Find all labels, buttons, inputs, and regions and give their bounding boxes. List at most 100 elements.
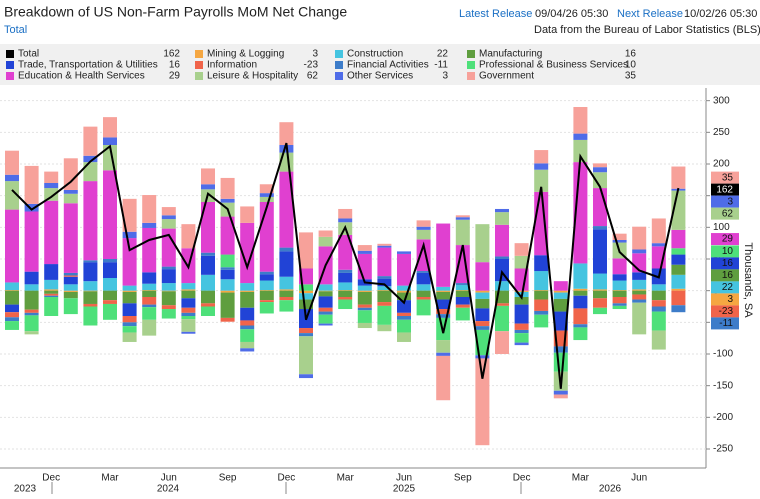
y-tick-label: -150 <box>713 380 733 391</box>
bar-segment <box>397 253 411 286</box>
bar-segment <box>24 315 39 332</box>
bar-segment <box>455 297 470 305</box>
year-label: 2026 <box>599 484 622 494</box>
bar-segment <box>436 314 451 318</box>
bar-segment <box>593 298 607 308</box>
bar-segment <box>338 208 353 219</box>
bar-segment <box>103 137 117 145</box>
bar-segment <box>240 283 255 291</box>
legend-label: Professional & Business Services <box>479 60 628 71</box>
bar-segment <box>475 308 490 322</box>
bar-segment <box>201 202 215 253</box>
bar-segment <box>357 290 372 292</box>
bar-segment <box>632 299 647 303</box>
bar-segment <box>377 286 392 291</box>
bar-segment <box>201 184 215 190</box>
end-label: 29 <box>722 234 734 245</box>
bar-segment <box>338 234 353 270</box>
bar-segment <box>377 247 392 277</box>
end-label: 162 <box>716 184 733 195</box>
legend-value: 22 <box>437 49 449 60</box>
year-label: 2023 <box>14 484 37 494</box>
x-tick-label: Dec <box>513 473 531 484</box>
bar-segment <box>397 290 411 293</box>
bar-segment <box>612 297 627 304</box>
bar-segment <box>338 297 353 300</box>
bar-segment <box>142 319 157 336</box>
bar-segment <box>553 290 568 293</box>
bar-segment <box>201 290 215 304</box>
bar-segment <box>514 333 529 343</box>
bar-segment <box>573 295 588 309</box>
bar-segment <box>632 302 647 335</box>
bar-segment <box>44 293 59 296</box>
bar-segment <box>299 333 313 337</box>
bar-segment <box>455 219 470 246</box>
bar-segment <box>220 177 235 199</box>
bar-segment <box>573 327 588 341</box>
bar-segment <box>44 200 59 265</box>
bar-segment <box>534 299 549 311</box>
bar-segment <box>593 289 607 291</box>
end-label-box <box>711 317 739 330</box>
bar-segment <box>24 331 39 335</box>
bar-segment <box>436 290 451 292</box>
end-label: 16 <box>722 270 734 281</box>
bar-segment <box>103 259 117 263</box>
bar-segment <box>651 306 666 312</box>
bar-segment <box>83 262 98 282</box>
bar-segment <box>201 168 215 185</box>
end-label-box <box>711 233 739 246</box>
bar-segment <box>377 324 392 332</box>
bar-segment <box>181 319 196 332</box>
bar-segment <box>514 290 529 292</box>
bar-segment <box>5 317 19 322</box>
bar-segment <box>259 274 274 281</box>
bar-segment <box>357 304 372 308</box>
bar-segment <box>161 266 176 270</box>
bar-segment <box>612 305 627 310</box>
bar-segment <box>632 289 647 291</box>
next-release-value: 10/02/26 05:30 <box>684 8 757 20</box>
bar-segment <box>122 322 137 327</box>
bar-segment <box>495 303 509 306</box>
bar-segment <box>593 163 607 168</box>
bar-segment <box>318 230 333 237</box>
bar-segment <box>514 297 529 305</box>
legend-value: 35 <box>625 71 637 82</box>
bar-segment <box>63 291 78 299</box>
x-tick-label: Sep <box>219 473 237 484</box>
bar-segment <box>240 320 255 326</box>
bar-segment <box>299 290 313 294</box>
bar-segment <box>318 296 333 308</box>
x-tick-label: Jun <box>396 473 412 484</box>
bar-segment <box>475 358 490 446</box>
legend-swatch <box>467 72 475 80</box>
bar-segment <box>220 216 235 255</box>
bar-segment <box>377 290 392 303</box>
end-label: 16 <box>722 258 734 269</box>
bar-segment <box>240 290 255 292</box>
bar-segment <box>259 280 274 291</box>
bar-segment <box>122 316 137 323</box>
bar-segment <box>573 133 588 140</box>
bar-segment <box>279 276 294 290</box>
bar-segment <box>201 306 215 316</box>
bar-segment <box>318 284 333 291</box>
bar-segment <box>259 202 274 272</box>
bar-segment <box>240 325 255 330</box>
end-label-box <box>711 195 739 208</box>
bar-segment <box>5 312 19 318</box>
bar-segment <box>122 231 137 239</box>
bar-segment <box>397 251 411 254</box>
bar-segment <box>632 272 647 280</box>
bar-segment <box>220 317 235 322</box>
bar-segment <box>553 292 568 299</box>
bar-segment <box>671 229 686 249</box>
y-tick-label: -200 <box>713 412 733 423</box>
bar-segment <box>455 217 470 220</box>
bar-segment <box>612 303 627 306</box>
bar-segment <box>338 290 353 297</box>
bar-segment <box>5 321 19 330</box>
bar-segment <box>181 307 196 313</box>
